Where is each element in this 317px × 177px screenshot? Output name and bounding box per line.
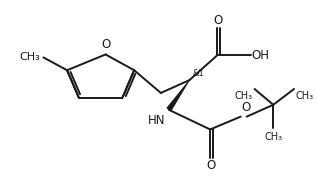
- Text: O: O: [206, 159, 216, 172]
- Polygon shape: [166, 80, 190, 111]
- Text: CH₃: CH₃: [264, 132, 282, 142]
- Text: O: O: [242, 101, 251, 114]
- Text: &1: &1: [192, 69, 204, 78]
- Text: O: O: [101, 38, 110, 50]
- Text: CH₃: CH₃: [20, 52, 41, 62]
- Text: CH₃: CH₃: [296, 91, 314, 101]
- Text: CH₃: CH₃: [235, 91, 253, 101]
- Text: HN: HN: [148, 114, 166, 127]
- Text: OH: OH: [252, 49, 269, 62]
- Text: O: O: [213, 14, 223, 27]
